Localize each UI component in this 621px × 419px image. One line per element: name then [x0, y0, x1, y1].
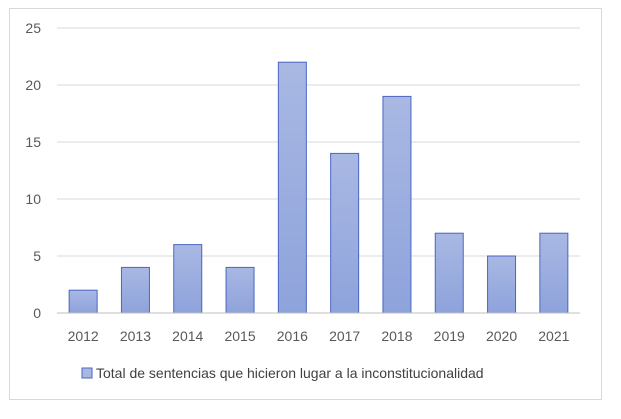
x-tick-label: 2012: [68, 328, 99, 344]
y-axis-tick-labels: 0 5 10 15 20 25: [25, 20, 41, 321]
x-tick-label: 2016: [277, 328, 308, 344]
x-axis-tick-labels: 2012 2013 2014 2015 2016 2017 2018 2019 2020 2021: [68, 328, 570, 344]
y-tick-label: 0: [33, 305, 41, 321]
bar-2018: [382, 95, 412, 314]
legend: Total de sentencias que hicieron lugar a…: [81, 365, 484, 381]
bar-2017: [330, 152, 360, 314]
legend-swatch: [81, 367, 93, 379]
y-tick-label: 15: [25, 134, 41, 150]
gridlines: [57, 27, 580, 257]
x-tick-label: 2020: [486, 328, 517, 344]
x-tick-label: 2018: [381, 328, 412, 344]
bar-2016: [277, 61, 307, 314]
y-tick-label: 20: [25, 77, 41, 93]
y-tick-label: 25: [25, 20, 41, 36]
bar-2012: [68, 289, 98, 314]
bar-2021: [539, 232, 569, 314]
x-tick-label: 2017: [329, 328, 360, 344]
x-tick-label: 2014: [172, 328, 203, 344]
x-tick-label: 2021: [538, 328, 569, 344]
y-tick-label: 5: [33, 248, 41, 264]
bar-2015: [225, 266, 255, 314]
legend-label: Total de sentencias que hicieron lugar a…: [96, 365, 484, 381]
x-tick-label: 2019: [434, 328, 465, 344]
bar-2019: [434, 232, 464, 314]
x-tick-label: 2015: [224, 328, 255, 344]
bar-2020: [487, 255, 517, 314]
bar-2014: [173, 244, 203, 314]
y-tick-label: 10: [25, 191, 41, 207]
x-tick-label: 2013: [120, 328, 151, 344]
bar-2013: [120, 266, 150, 314]
bars: [68, 61, 569, 314]
